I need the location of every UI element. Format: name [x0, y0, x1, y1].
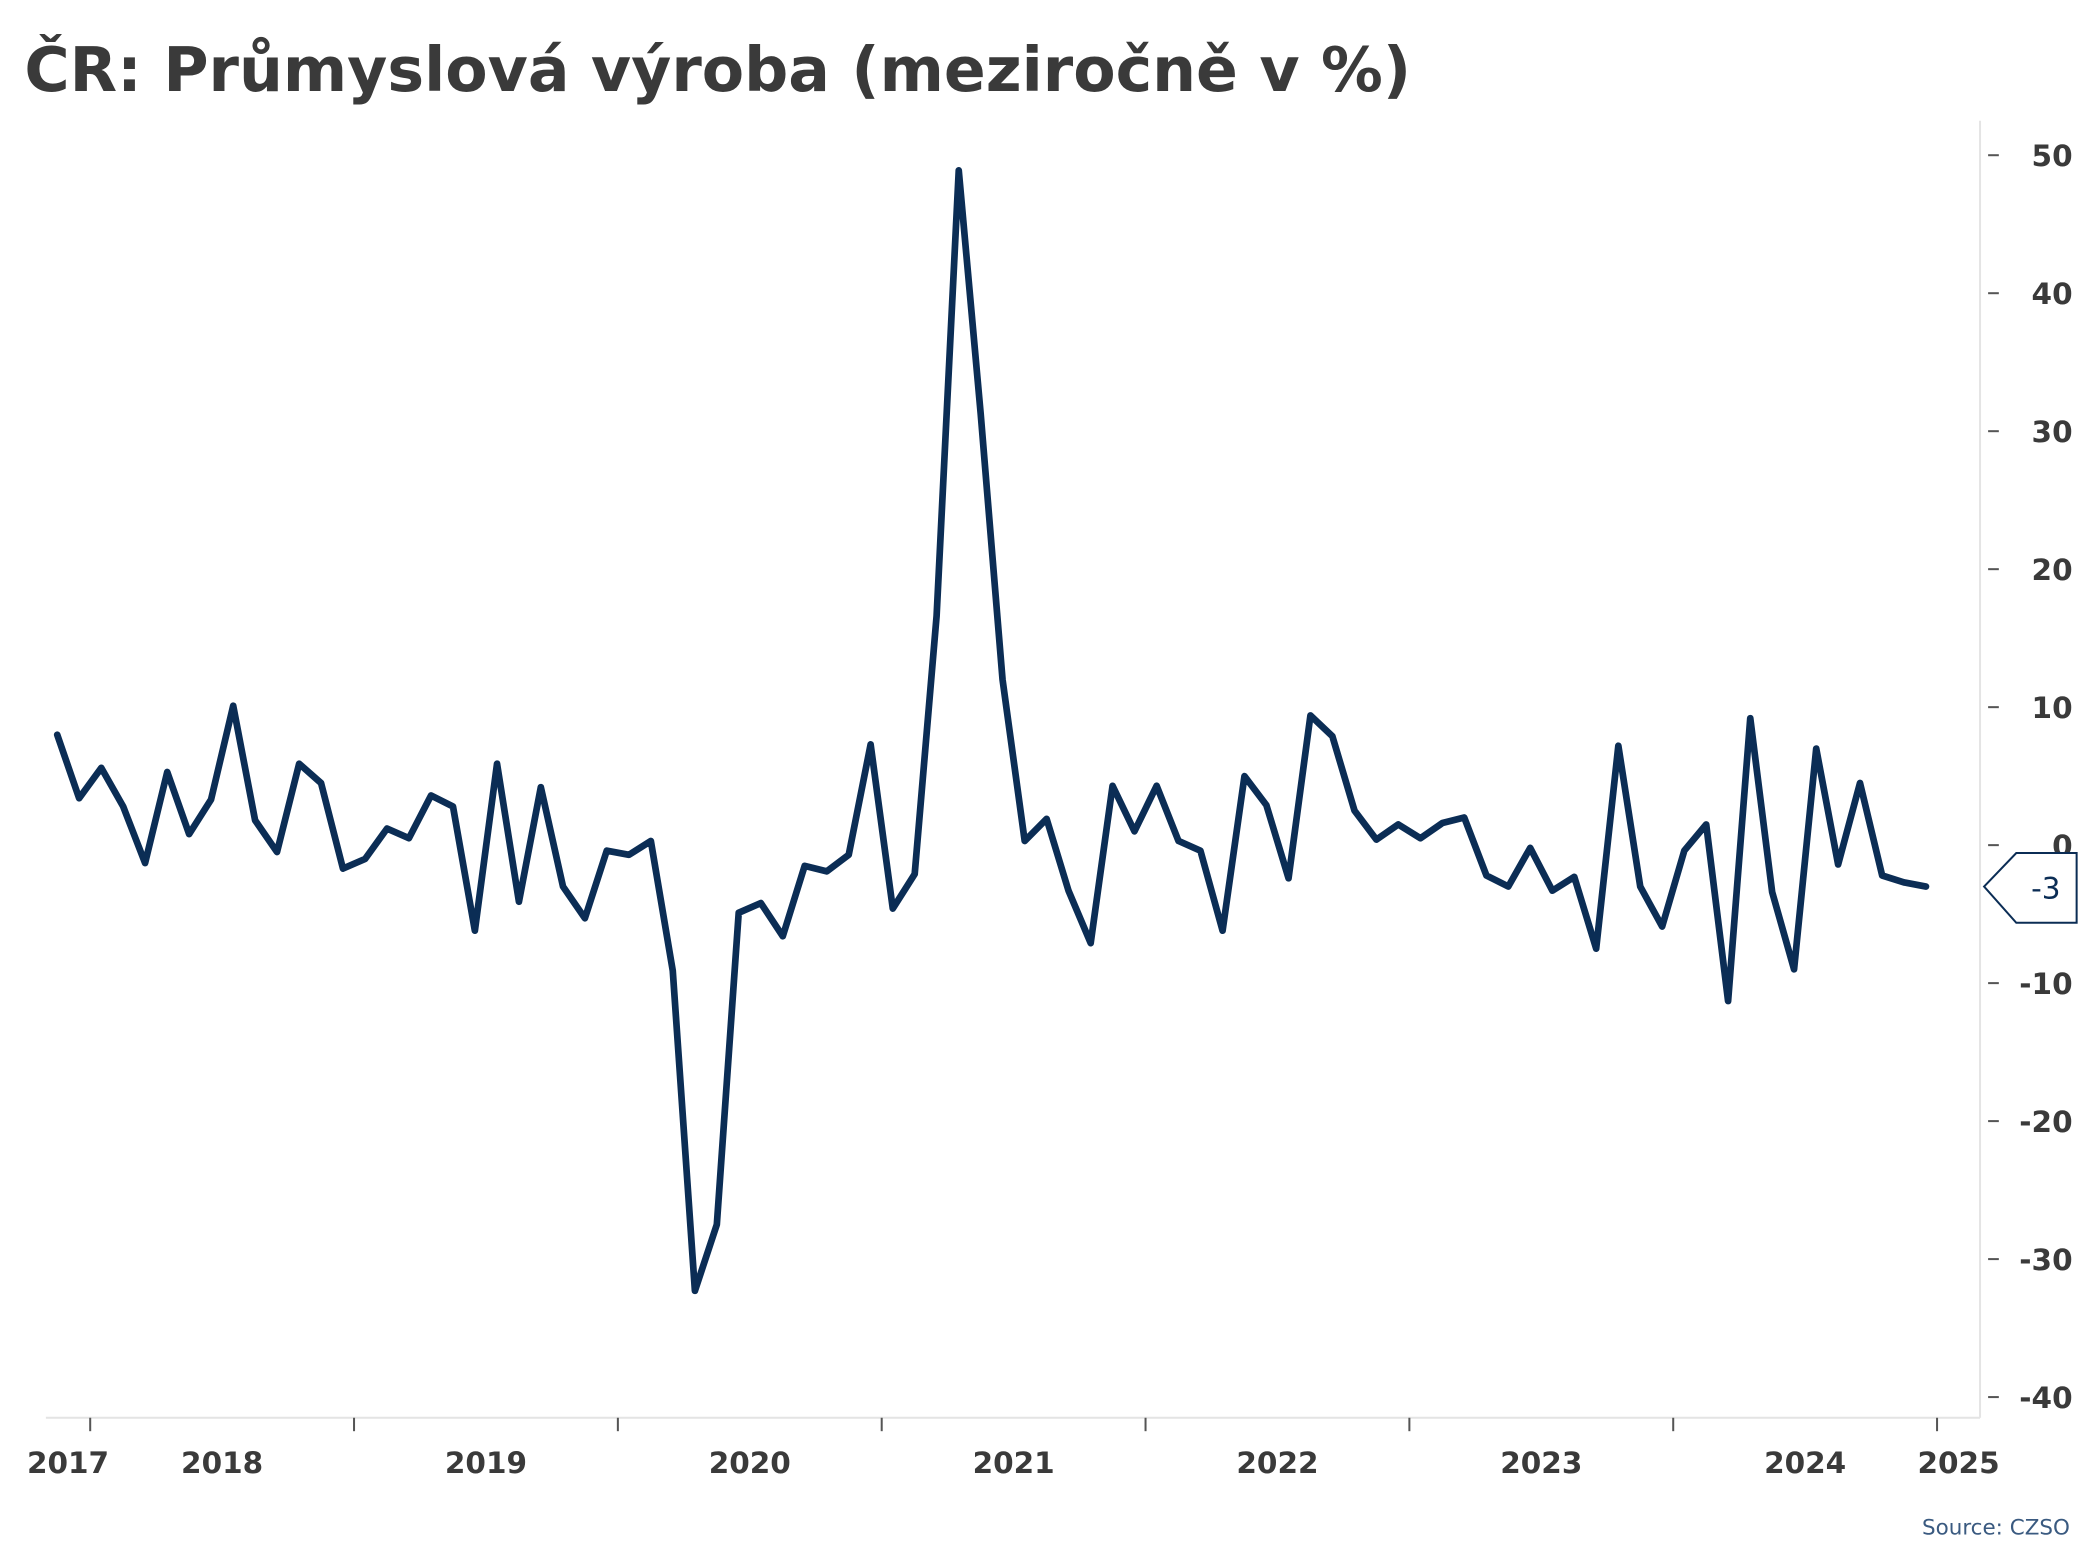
x-tick-label: 2019 — [445, 1446, 527, 1480]
y-tick-label: -20 — [2019, 1105, 2072, 1139]
y-tick-label: -10 — [2019, 967, 2072, 1001]
x-tick-label: 2022 — [1236, 1446, 1318, 1480]
y-tick-label: 30 — [2032, 415, 2073, 449]
last-value-label: -3 — [2031, 872, 2060, 906]
x-tick-label: 2024 — [1764, 1446, 1846, 1480]
y-tick-label: 20 — [2032, 553, 2073, 587]
x-tick-label: 2017 — [27, 1446, 109, 1480]
y-tick-label: -30 — [2019, 1243, 2072, 1277]
x-tick-label: 2023 — [1500, 1446, 1582, 1480]
x-tick-label: 2021 — [973, 1446, 1055, 1480]
y-tick-label: -40 — [2019, 1381, 2072, 1415]
y-tick-label: 40 — [2032, 277, 2073, 311]
y-tick-label: 50 — [2032, 139, 2073, 173]
chart-title: ČR: Průmyslová výroba (meziročně v %) — [24, 33, 1411, 106]
x-tick-label: 2018 — [181, 1446, 263, 1480]
last-value-callout — [1982, 851, 2078, 924]
data-line — [53, 167, 1930, 1295]
x-tick-label: 2025 — [1917, 1446, 1999, 1480]
x-tick-label: 2020 — [709, 1446, 791, 1480]
source: Source: CZSO — [1922, 1515, 2070, 1540]
y-tick-label: 10 — [2032, 691, 2073, 725]
